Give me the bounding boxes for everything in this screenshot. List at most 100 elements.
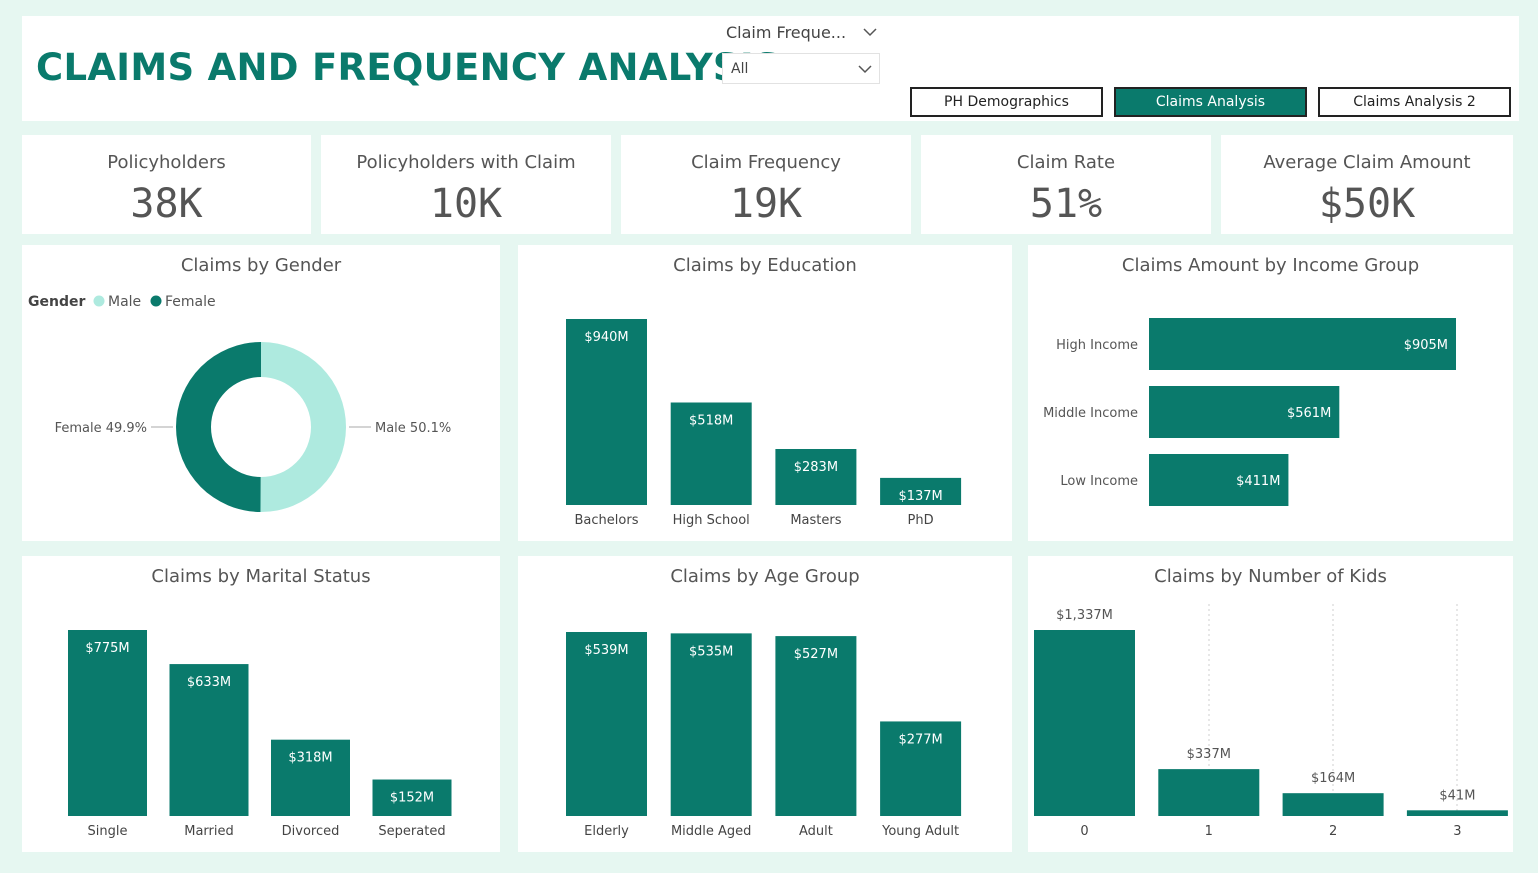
- chart-claims-by-marital-status[interactable]: Claims by Marital Status $775M Single $633…: [22, 556, 500, 852]
- bar[interactable]: [68, 630, 147, 816]
- data-label: $277M: [898, 732, 942, 747]
- data-label: $41M: [1439, 788, 1475, 803]
- kpi-label: Policyholders with Claim: [356, 152, 576, 173]
- bar[interactable]: [880, 721, 962, 816]
- age-bar-chart[interactable]: $539M Elderly $535M Middle Aged $527M Adult $2…: [518, 556, 1012, 852]
- data-label: $633M: [187, 675, 231, 690]
- chart-title: Claims by Education: [673, 255, 857, 276]
- bar[interactable]: [1149, 454, 1289, 506]
- category-label: Married: [184, 824, 234, 839]
- bar[interactable]: [775, 449, 857, 505]
- category-label: Bachelors: [575, 513, 639, 528]
- bar[interactable]: [1406, 810, 1508, 816]
- category-label: 2: [1329, 824, 1337, 839]
- chart-claims-by-income[interactable]: Claims Amount by Income Group $905M High …: [1028, 245, 1513, 541]
- category-label: Low Income: [1060, 474, 1138, 489]
- bar[interactable]: [670, 402, 752, 505]
- data-label: $535M: [689, 644, 733, 659]
- page-title: CLAIMS AND FREQUENCY ANALYSIS: [36, 46, 781, 89]
- bar[interactable]: [1149, 318, 1456, 370]
- kpi-value: 19K: [729, 181, 803, 227]
- gender-donut-chart[interactable]: Gender Male Female Male 50.1% Female 49.9%: [22, 245, 500, 541]
- data-label: $561M: [1287, 406, 1331, 421]
- donut-slice[interactable]: [260, 342, 347, 512]
- kpi-card-policyholders: Policyholders 38K: [22, 135, 311, 234]
- nav-button-claims-analysis-2[interactable]: Claims Analysis 2: [1318, 87, 1511, 117]
- chart-title: Claims Amount by Income Group: [1121, 255, 1420, 276]
- chart-claims-by-number-of-kids[interactable]: Claims by Number of Kids $1,337M 0 $337M 1 $…: [1028, 556, 1513, 852]
- kpi-value: 38K: [130, 181, 203, 227]
- kpi-label: Average Claim Amount: [1263, 152, 1471, 173]
- chart-title: Claims by Marital Status: [151, 566, 371, 587]
- chart-title: Claims by Number of Kids: [1154, 566, 1387, 587]
- income-bar-chart[interactable]: $905M High Income $561M Middle Income $411M L…: [1028, 245, 1513, 541]
- data-label: $539M: [584, 643, 628, 658]
- data-label: $940M: [584, 330, 628, 345]
- category-label: Elderly: [584, 824, 629, 839]
- kpi-card-claim-frequency: Claim Frequency 19K: [621, 135, 911, 234]
- slicer-value: All: [731, 61, 749, 77]
- nav-button-claims-analysis[interactable]: Claims Analysis: [1114, 87, 1307, 117]
- category-label: 3: [1453, 824, 1461, 839]
- category-label: Young Adult: [881, 824, 959, 839]
- bar[interactable]: [169, 664, 249, 816]
- nav-button-ph-demographics[interactable]: PH Demographics: [910, 87, 1103, 117]
- kpi-label: Claim Rate: [1016, 152, 1116, 173]
- bar[interactable]: [566, 319, 647, 505]
- slicer-label[interactable]: Claim Freque...: [726, 23, 847, 42]
- bar[interactable]: [1034, 630, 1135, 816]
- category-label: Adult: [799, 824, 833, 839]
- bar[interactable]: [1158, 769, 1260, 816]
- legend-item: Male: [108, 294, 141, 310]
- chevron-down-icon[interactable]: [857, 61, 873, 77]
- data-label: Female 49.9%: [55, 421, 147, 436]
- data-label: $283M: [794, 460, 838, 475]
- claim-frequency-slicer[interactable]: All: [722, 53, 880, 84]
- category-label: 1: [1205, 824, 1213, 839]
- legend-marker: [150, 295, 162, 307]
- chart-claims-by-education[interactable]: Claims by Education $940M Bachelors $518M H…: [518, 245, 1012, 541]
- chart-claims-by-gender[interactable]: Claims by Gender Gender Male Female Male 50…: [22, 245, 500, 541]
- bar[interactable]: [670, 633, 752, 816]
- data-label: $527M: [794, 647, 838, 662]
- category-label: Middle Income: [1043, 406, 1138, 421]
- bar[interactable]: [1149, 386, 1340, 438]
- kpi-label: Policyholders: [107, 152, 226, 173]
- bar[interactable]: [775, 636, 857, 816]
- chart-title: Claims by Age Group: [670, 566, 860, 587]
- kpi-value: $50K: [1318, 181, 1416, 227]
- data-label: $775M: [85, 641, 129, 656]
- marital-bar-chart[interactable]: $775M Single $633M Married $318M Divorced $152…: [22, 556, 500, 852]
- bar[interactable]: [566, 632, 647, 816]
- data-label: $164M: [1311, 771, 1355, 786]
- data-label: $905M: [1404, 338, 1448, 353]
- category-label: Seperated: [378, 824, 445, 839]
- category-label: 0: [1080, 824, 1088, 839]
- kpi-card-claim-rate: Claim Rate 51%: [921, 135, 1211, 234]
- donut-slice[interactable]: [176, 342, 261, 512]
- legend-title: Gender: [28, 294, 85, 310]
- bar[interactable]: [1282, 793, 1384, 816]
- category-label: High School: [673, 513, 750, 528]
- bar[interactable]: [372, 779, 452, 816]
- category-label: PhD: [908, 513, 934, 528]
- kpi-card-average-claim-amount: Average Claim Amount $50K: [1221, 135, 1513, 234]
- category-label: Divorced: [282, 824, 340, 839]
- category-label: Masters: [790, 513, 841, 528]
- bar[interactable]: [880, 477, 962, 505]
- data-label: $318M: [288, 751, 332, 766]
- category-label: Middle Aged: [671, 824, 751, 839]
- data-label: Male 50.1%: [375, 421, 451, 436]
- kpi-label: Claim Frequency: [691, 152, 841, 173]
- chevron-down-icon[interactable]: [862, 24, 878, 40]
- data-label: $518M: [689, 414, 733, 429]
- bar[interactable]: [271, 739, 350, 816]
- chart-claims-by-age-group[interactable]: Claims by Age Group $539M Elderly $535M Mid…: [518, 556, 1012, 852]
- kids-bar-chart[interactable]: $1,337M 0 $337M 1 $164M 2 $41M 3: [1028, 556, 1513, 852]
- legend-item: Female: [165, 294, 216, 310]
- data-label: $137M: [898, 489, 942, 504]
- kpi-card-policyholders-with-claim: Policyholders with Claim 10K: [321, 135, 611, 234]
- category-label: Single: [88, 824, 128, 839]
- education-bar-chart[interactable]: $940M Bachelors $518M High School $283M Maste…: [518, 245, 1012, 541]
- data-label: $337M: [1187, 747, 1231, 762]
